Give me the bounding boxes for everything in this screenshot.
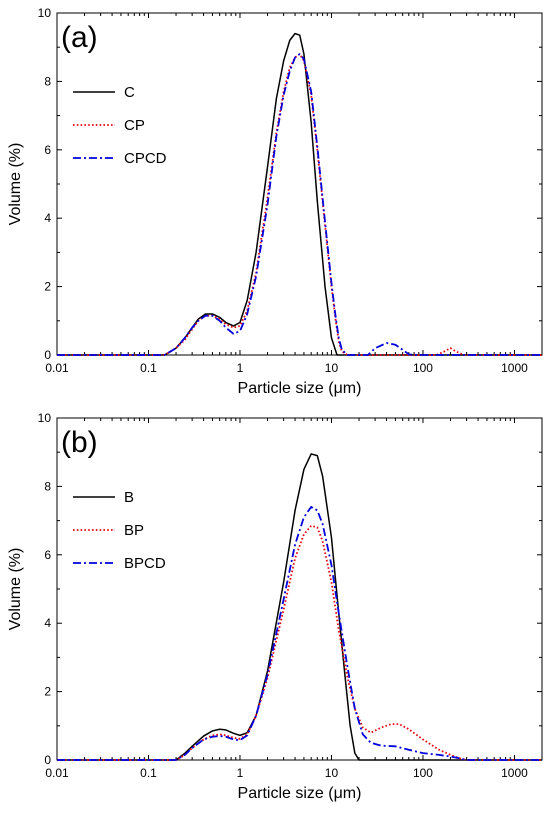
legend-label-bpcd: BPCD (124, 555, 166, 572)
y-tick-label: 8 (44, 479, 51, 493)
x-axis-label: Particle size (μm) (238, 380, 362, 397)
x-tick-label: 1000 (501, 361, 528, 375)
x-tick-label: 0.1 (140, 361, 157, 375)
x-tick-label: 1 (237, 361, 244, 375)
series-line-bpcd (57, 506, 542, 761)
y-tick-label: 8 (44, 74, 51, 88)
legend-label-cp: CP (124, 117, 145, 134)
plot-frame (56, 12, 543, 356)
chart-panel-a: 0 2 4 6 8 10 0.01 0.1 1 10 100 1000 Particle size (μ… (7, 6, 543, 397)
chart-panel-b: 0 2 4 6 8 10 0.01 0.1 1 10 100 1000 Particle size (μ… (7, 411, 543, 802)
y-tick-label: 2 (44, 280, 51, 294)
y-axis-label: Volume (%) (7, 143, 24, 226)
series-line-cpcd (57, 53, 542, 356)
y-tick-label: 0 (44, 753, 51, 767)
y-axis-label: Volume (%) (7, 548, 24, 631)
series-line-cp (57, 53, 542, 356)
y-tick-label: 10 (38, 6, 52, 20)
y-tick-label: 0 (44, 348, 51, 362)
x-axis-label: Particle size (μm) (238, 785, 362, 802)
legend-label-b: B (124, 489, 134, 506)
y-tick-label: 2 (44, 685, 51, 699)
y-tick-label: 6 (44, 143, 51, 157)
panel-label: (a) (61, 21, 98, 54)
legend-label-bp: BP (124, 522, 144, 539)
x-tick-label: 100 (413, 361, 433, 375)
plot-frame (56, 417, 543, 761)
x-tick-label: 1 (237, 766, 244, 780)
series-line-b (57, 453, 542, 761)
x-tick-label: 10 (325, 361, 339, 375)
panel-label: (b) (61, 426, 98, 459)
x-tick-label: 100 (413, 766, 433, 780)
legend-label-cpcd: CPCD (124, 150, 167, 167)
x-tick-label: 0.01 (45, 361, 69, 375)
series-line-bp (57, 524, 542, 761)
y-tick-label: 10 (38, 411, 52, 425)
x-tick-label: 1000 (501, 766, 528, 780)
x-tick-label: 0.01 (45, 766, 69, 780)
legend-label-c: C (124, 84, 135, 101)
y-tick-label: 4 (44, 616, 51, 630)
x-tick-label: 0.1 (140, 766, 157, 780)
y-tick-label: 4 (44, 211, 51, 225)
series-line-c (57, 32, 542, 356)
y-tick-label: 6 (44, 548, 51, 562)
x-tick-label: 10 (325, 766, 339, 780)
